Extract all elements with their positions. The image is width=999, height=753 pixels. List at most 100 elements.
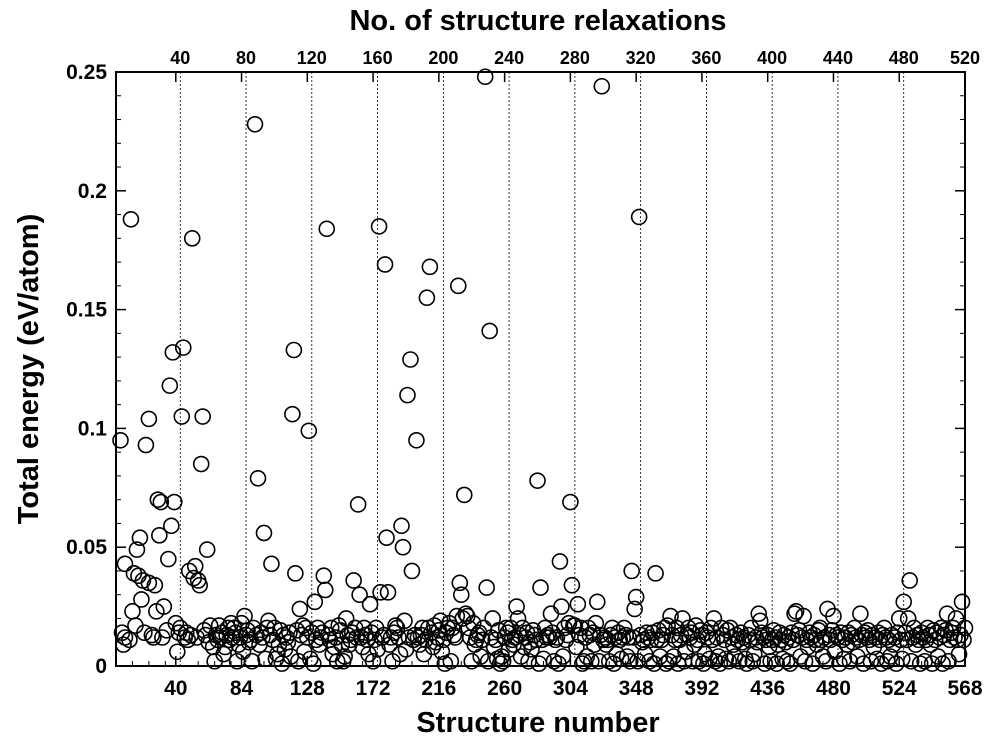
data-point [173, 408, 191, 425]
data-point [744, 652, 762, 670]
data-point [305, 655, 322, 672]
data-point [133, 591, 150, 608]
data-points [112, 68, 974, 672]
data-point [695, 655, 712, 672]
data-point [161, 377, 179, 394]
data-point [680, 619, 697, 637]
data-point [382, 629, 400, 646]
data-point [318, 220, 336, 238]
data-point [505, 636, 522, 653]
data-point [112, 431, 129, 449]
data-point [568, 638, 585, 656]
x2-tick-label: 80 [236, 48, 256, 68]
data-point [394, 538, 412, 556]
data-point [569, 595, 587, 613]
data-point [337, 610, 355, 627]
data-point [378, 529, 395, 546]
data-point [168, 643, 186, 661]
data-point [316, 581, 334, 599]
x2-tick-label: 240 [494, 48, 524, 68]
y-tick-label: 0.05 [66, 536, 107, 559]
data-point [786, 605, 803, 623]
x2-tick-label: 280 [560, 48, 590, 68]
data-point [246, 115, 264, 133]
x-tick-label: 84 [230, 677, 254, 700]
data-point [151, 527, 168, 544]
data-point [167, 614, 185, 632]
data-point [128, 541, 146, 558]
data-point [198, 541, 216, 558]
data-point [215, 645, 232, 663]
data-point [131, 529, 149, 546]
data-point [191, 576, 209, 594]
data-point [414, 619, 431, 637]
data-point [588, 593, 606, 611]
data-point [463, 652, 481, 670]
data-point [345, 572, 362, 589]
data-point [852, 605, 869, 623]
data-point [121, 631, 138, 649]
data-point [433, 643, 451, 661]
data-point [745, 645, 763, 663]
data-point [361, 595, 379, 613]
data-point [297, 619, 315, 637]
y-tick-label: 0 [95, 655, 107, 678]
data-point [615, 619, 633, 637]
x2-tick-label: 360 [691, 48, 721, 68]
data-point [621, 652, 639, 670]
data-point [529, 472, 546, 489]
data-point [369, 641, 386, 658]
data-point [194, 408, 211, 425]
data-point [583, 652, 600, 670]
data-point [491, 655, 509, 672]
data-point [201, 617, 219, 634]
data-point [508, 598, 525, 615]
data-point [285, 341, 303, 359]
x-tick-label: 260 [487, 677, 522, 700]
data-point [418, 289, 436, 307]
x2-tick-label: 160 [363, 48, 393, 68]
data-point [379, 584, 397, 601]
data-point [116, 555, 134, 573]
x-tick-label: 348 [619, 677, 654, 700]
data-point [711, 655, 729, 672]
data-point [385, 624, 403, 642]
data-point [387, 617, 404, 634]
data-point [137, 436, 155, 454]
x-tick-label: 172 [356, 677, 391, 700]
data-point [618, 648, 636, 665]
data-point [255, 524, 273, 542]
data-point [702, 619, 720, 637]
data-point [291, 600, 309, 618]
data-point [376, 256, 394, 273]
x2-tick-label: 320 [626, 48, 656, 68]
data-point [587, 614, 605, 632]
data-point [163, 517, 180, 535]
data-point [609, 624, 627, 642]
x2-tick-label: 40 [170, 48, 190, 68]
y-tick-label: 0.2 [78, 180, 107, 203]
x2-tick-label: 120 [297, 48, 327, 68]
data-point [514, 619, 531, 637]
gridlines [179, 72, 905, 666]
data-point [481, 322, 498, 340]
data-point [160, 550, 177, 568]
data-point [234, 643, 252, 661]
x2-tick-label: 440 [823, 48, 853, 68]
data-point [654, 626, 672, 644]
data-point [254, 629, 271, 646]
data-point [435, 631, 452, 649]
data-point [227, 624, 244, 642]
data-point [145, 629, 162, 646]
data-point [263, 555, 280, 573]
data-point [562, 493, 579, 511]
data-point [593, 77, 611, 95]
data-point [349, 496, 367, 513]
data-point [396, 612, 413, 630]
data-point [464, 614, 482, 632]
data-point [938, 605, 956, 623]
x-tick-label: 392 [684, 677, 719, 700]
data-point [122, 211, 140, 228]
